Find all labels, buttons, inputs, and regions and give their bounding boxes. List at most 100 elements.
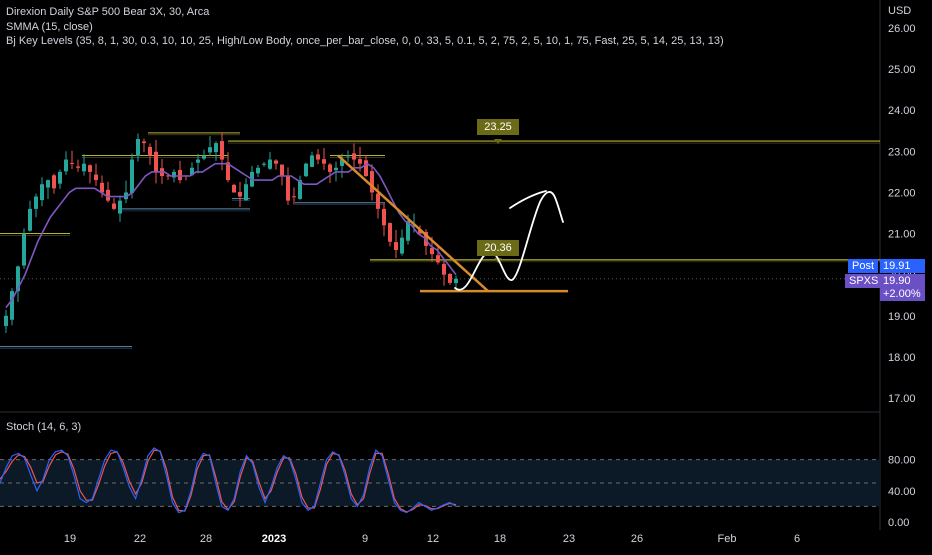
candle-body [382, 208, 386, 226]
candle-body [106, 189, 110, 201]
candle-body [112, 203, 116, 209]
candle-body [238, 192, 242, 197]
price-tick-label: 18.00 [888, 352, 916, 364]
candle-body [58, 171, 62, 184]
candle-body [46, 180, 50, 188]
chart-legend: Direxion Daily S&P 500 Bear 3X, 30, Arca… [6, 5, 724, 49]
price-tick-label: 25.00 [888, 64, 916, 76]
candle-body [4, 315, 8, 327]
time-axis-label: 23 [563, 533, 575, 545]
time-axis-label: 22 [134, 533, 146, 545]
candle-body [28, 208, 32, 231]
symbol-tag: SPXS [845, 274, 883, 288]
time-axis-label: 2023 [262, 533, 286, 545]
candle-body [406, 221, 410, 241]
price-tick-label: 22.00 [888, 187, 916, 199]
candle-body [328, 164, 332, 172]
stoch-k-line [0, 447, 457, 514]
candle-body [256, 167, 260, 174]
candle-body [268, 159, 272, 169]
candle-body [64, 159, 68, 172]
candle-body [88, 165, 92, 172]
candle-body [202, 155, 206, 159]
candle-body [352, 153, 356, 160]
currency-label: USD [888, 5, 912, 17]
candle-body [148, 146, 152, 156]
candle-body [334, 167, 338, 171]
candle-body [34, 196, 38, 209]
time-axis-label: 19 [64, 533, 76, 545]
candle-body [442, 263, 446, 275]
candle-body [262, 163, 266, 165]
candle-body [208, 147, 212, 153]
stoch-tick-label: 80.00 [888, 455, 916, 467]
candle-body [166, 175, 170, 177]
smma-legend[interactable]: SMMA (15, close) [6, 20, 93, 33]
time-axis-label: 9 [362, 533, 368, 545]
candle-body [346, 155, 350, 157]
candle-body [142, 141, 146, 144]
price-tick-label: 26.00 [888, 23, 916, 35]
candle-body [196, 159, 200, 163]
candle-body [154, 151, 158, 172]
candle-body [430, 247, 434, 255]
time-axis-label: 28 [200, 533, 212, 545]
candle-body [100, 182, 104, 193]
price-tick-label: 21.00 [888, 229, 916, 241]
time-axis-label: 6 [794, 533, 800, 545]
candle-body [418, 230, 422, 234]
candle-body [322, 159, 326, 164]
smma-line [5, 162, 457, 309]
candle-body [310, 155, 314, 167]
candle-body [436, 255, 440, 263]
price-tick-label: 17.00 [888, 393, 916, 405]
time-axis-label: Feb [718, 533, 737, 545]
price-tick-label: 19.00 [888, 311, 916, 323]
post-price-tag: 19.91 [880, 259, 925, 273]
level-high-pointer [494, 139, 502, 145]
level-mid-badge[interactable]: 20.36 [477, 240, 519, 256]
candle-body [190, 167, 194, 176]
candle-body [400, 237, 404, 254]
candle-body [370, 171, 374, 193]
price-tick-label: 24.00 [888, 105, 916, 117]
candle-body [388, 223, 392, 242]
candle-body [40, 184, 44, 201]
candle-body [94, 174, 98, 181]
last-price-tag: 19.90 [880, 274, 925, 288]
down-trendline [337, 154, 489, 293]
candle-body [316, 154, 320, 160]
candle-body [244, 184, 248, 201]
candle-body [136, 139, 140, 157]
candle-body [274, 160, 278, 164]
stoch-legend[interactable]: Stoch (14, 6, 3) [6, 421, 82, 433]
candle-body [298, 180, 302, 199]
keylevels-legend[interactable]: Bj Key Levels (35, 8, 1, 30, 0.3, 10, 10… [6, 35, 724, 47]
candle-body [340, 159, 344, 166]
candle-body [82, 163, 86, 172]
candle-body [286, 176, 290, 201]
time-axis-label: 26 [631, 533, 643, 545]
candle-body [214, 143, 218, 153]
candle-body [22, 233, 26, 266]
candle-body [10, 291, 14, 320]
symbol-legend[interactable]: Direxion Daily S&P 500 Bear 3X, 30, Arca [6, 6, 210, 18]
candle-body [76, 166, 80, 168]
change-pct-tag: +2.00% [880, 287, 925, 301]
candle-body [226, 162, 230, 181]
candle-body [172, 171, 176, 178]
candle-body [232, 184, 236, 193]
candle-body [358, 159, 362, 164]
candle-body [454, 278, 458, 284]
time-axis-label: 12 [427, 533, 439, 545]
candle-body [376, 193, 380, 209]
candle-body [52, 175, 56, 189]
candle-body [220, 141, 224, 160]
candle-body [304, 163, 308, 177]
candle-body [178, 169, 182, 181]
level-high-badge[interactable]: 23.25 [477, 119, 519, 135]
candle-body [118, 200, 122, 214]
candle-body [16, 266, 20, 292]
